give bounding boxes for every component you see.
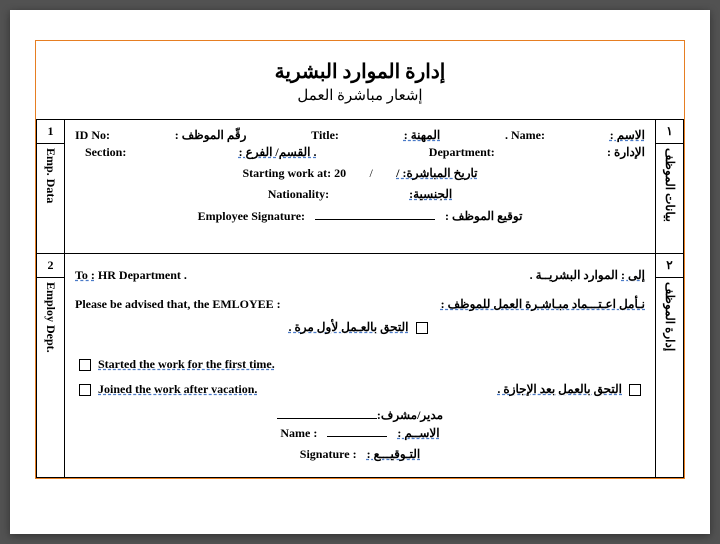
section1-num-en: 1 bbox=[37, 120, 65, 144]
subtitle-ar: إشعار مباشرة العمل bbox=[36, 86, 684, 105]
sig2-en: Signature : bbox=[300, 447, 357, 462]
checkbox-icon[interactable] bbox=[79, 359, 91, 371]
section-label-en: Section: bbox=[85, 145, 126, 160]
name2-en: Name : bbox=[280, 426, 317, 441]
to-ar-label: إلى : bbox=[621, 268, 645, 282]
document-page: إدارة الموارد البشرية إشعار مباشرة العمل… bbox=[10, 10, 710, 534]
advise-ar: نـأمل اعـتـــماد مبـاشـرة العمل للموظف : bbox=[441, 297, 645, 312]
document-header: إدارة الموارد البشرية إشعار مباشرة العمل bbox=[36, 41, 684, 119]
title-label-en: Title: bbox=[311, 128, 339, 143]
advise-en: Please be advised that, the EMLOYEE : bbox=[75, 297, 281, 312]
to-ar: إلى : الموارد البشريــة . bbox=[530, 268, 645, 283]
section2-side-ar-text: إدارة الموظف bbox=[662, 282, 677, 351]
section-label-ar: . القسم/ الفرع : bbox=[239, 145, 317, 160]
opt3-ar: التحق بالعمل بعد الإجازة . bbox=[497, 382, 645, 397]
section2-side-en: Employ Dept. bbox=[37, 278, 65, 478]
checkbox-icon[interactable] bbox=[629, 384, 641, 396]
title-ar: إدارة الموارد البشرية bbox=[36, 59, 684, 84]
section1-side-en-text: Emp. Data bbox=[43, 148, 58, 203]
dept-label-en: Department: bbox=[429, 145, 495, 160]
opt1-ar: التحق بالعـمل لأول مرة . bbox=[288, 320, 431, 335]
section1-side-en: Emp. Data bbox=[37, 144, 65, 254]
section2-side-ar: إدارة الموظف bbox=[656, 278, 684, 478]
id-no-label-ar: رقّم الموظف : bbox=[175, 128, 247, 143]
sig2-ar: التـوقيـــع : bbox=[367, 447, 421, 462]
to-en-label: To : bbox=[75, 268, 95, 282]
to-ar-val: الموارد البشريــة . bbox=[530, 268, 621, 282]
section1-side-ar: بيانات الموظف bbox=[656, 144, 684, 254]
section2-side-en-text: Employ Dept. bbox=[43, 282, 58, 353]
empsig-label-en: Employee Signature: bbox=[198, 209, 305, 224]
to-en: To : HR Department . bbox=[75, 268, 187, 283]
section2-content: To : HR Department . إلى : الموارد البشر… bbox=[65, 254, 656, 478]
title-label-ar: المهنة : bbox=[404, 128, 441, 143]
name-label-en: . Name: bbox=[505, 128, 545, 143]
opt3-ar-text: التحق بالعمل بعد الإجازة . bbox=[497, 382, 622, 396]
section1-side-ar-text: بيانات الموظف bbox=[662, 148, 677, 222]
opt1-ar-text: التحق بالعـمل لأول مرة . bbox=[288, 320, 408, 334]
start-label-ar: تاريخ المباشرة: / bbox=[396, 166, 477, 181]
opt3-en-text: Joined the work after vacation. bbox=[98, 382, 257, 396]
start-label-en: Starting work at: 20 bbox=[242, 166, 346, 181]
section1-row1: 1 ID No: رقّم الموظف : Title: المهنة : .… bbox=[37, 120, 684, 144]
section1-content: ID No: رقّم الموظف : Title: المهنة : . N… bbox=[65, 120, 656, 254]
start-slash: / bbox=[356, 166, 386, 181]
empsig-label-ar: توقيع الموظف : bbox=[445, 209, 522, 224]
to-en-val: HR Department . bbox=[95, 268, 187, 282]
checkbox-icon[interactable] bbox=[79, 384, 91, 396]
signature-area: مدير/مشرف: Name : الاســم : Signature : … bbox=[75, 407, 645, 462]
empsig-fill bbox=[315, 208, 435, 220]
section2-num-en: 2 bbox=[37, 254, 65, 278]
checkbox-icon[interactable] bbox=[416, 322, 428, 334]
name2-ar: الاســم : bbox=[397, 426, 439, 441]
mgr-fill bbox=[277, 407, 377, 419]
section1-num-ar: ١ bbox=[656, 120, 684, 144]
opt3-en: Joined the work after vacation. bbox=[75, 382, 257, 397]
id-no-label-en: ID No: bbox=[75, 128, 110, 143]
opt2-en-text: Started the work for the first time. bbox=[98, 357, 275, 371]
form-table: 1 ID No: رقّم الموظف : Title: المهنة : .… bbox=[36, 119, 684, 478]
section2-num-ar: ٢ bbox=[656, 254, 684, 278]
mgr-label-ar: مدير/مشرف: bbox=[377, 408, 443, 422]
name-label-ar: الاسم : bbox=[610, 128, 645, 143]
opt2-en: Started the work for the first time. bbox=[75, 357, 275, 372]
name2-fill bbox=[327, 425, 387, 437]
dept-label-ar: الإدارة : bbox=[607, 145, 645, 160]
section2-row1: 2 To : HR Department . إلى : الموارد الب… bbox=[37, 254, 684, 278]
orange-frame: إدارة الموارد البشرية إشعار مباشرة العمل… bbox=[35, 40, 685, 479]
nat-label-ar: الجنسية: bbox=[409, 187, 452, 202]
nat-label-en: Nationality: bbox=[268, 187, 329, 202]
